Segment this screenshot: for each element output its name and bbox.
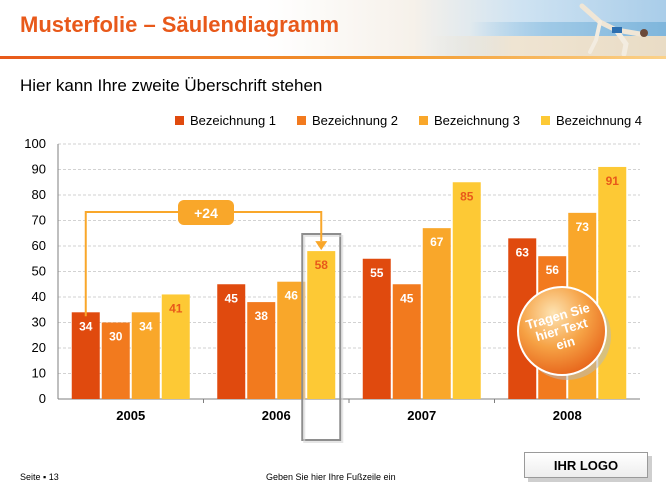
- data-label: 45: [225, 291, 239, 305]
- bar-2007-series-1: [362, 258, 391, 399]
- y-tick-label: 90: [32, 162, 46, 177]
- x-tick-label: 2008: [553, 408, 582, 423]
- page-title: Musterfolie – Säulendiagramm: [20, 12, 340, 37]
- legend-swatch-2: [297, 115, 306, 125]
- data-label: 38: [255, 309, 269, 323]
- delta-badge: [178, 200, 234, 225]
- y-tick-label: 60: [32, 238, 46, 253]
- text-bubble: [517, 286, 607, 376]
- bar-2005-series-2: [101, 322, 130, 399]
- bar-2005-series-1: [71, 312, 100, 399]
- x-tick-label: 2006: [262, 408, 291, 423]
- data-label: 45: [400, 291, 414, 305]
- data-label: 85: [460, 189, 474, 203]
- y-tick-label: 100: [24, 136, 46, 151]
- logo-placeholder: IHR LOGO: [524, 452, 648, 478]
- yoga-figure-image: [579, 3, 648, 56]
- data-label: 30: [109, 330, 123, 344]
- page-subtitle: Hier kann Ihre zweite Überschrift stehen: [20, 76, 323, 95]
- legend-label-3: Bezeichnung 3: [434, 112, 521, 128]
- data-label: 34: [79, 319, 93, 333]
- legend-swatch-3: [419, 115, 428, 125]
- bar-2006-series-1: [217, 284, 246, 399]
- y-tick-label: 80: [32, 187, 46, 202]
- bar-2007-series-2: [392, 284, 421, 399]
- legend-label-4: Bezeichnung 4: [556, 112, 643, 128]
- x-tick-label: 2007: [407, 408, 436, 423]
- bar-2005-series-3: [131, 312, 160, 399]
- bar-2006-series-2: [247, 302, 276, 399]
- legend-item-series-3: Bezeichnung 3: [419, 112, 520, 128]
- legend-swatch-4: [541, 115, 550, 125]
- y-tick-label: 50: [32, 264, 46, 279]
- y-tick-label: 40: [32, 289, 46, 304]
- footer-text: Geben Sie hier Ihre Fußzeile ein: [266, 472, 396, 482]
- bar-2005-series-4: [161, 294, 190, 399]
- data-label: 41: [169, 301, 183, 315]
- data-label: 46: [285, 289, 299, 303]
- data-label: 56: [546, 263, 560, 277]
- data-label: 73: [576, 220, 590, 234]
- banner-sand: [430, 36, 666, 56]
- data-label: 67: [430, 235, 444, 249]
- legend-item-series-2: Bezeichnung 2: [297, 112, 398, 128]
- delta-badge-label: +24: [194, 205, 218, 221]
- highlight-frame-shadow: [303, 235, 344, 443]
- data-label: 55: [370, 266, 384, 280]
- legend-item-series-1: Bezeichnung 1: [175, 112, 276, 128]
- data-label: 34: [139, 319, 153, 333]
- x-tick-label: 2005: [116, 408, 145, 423]
- legend-swatch-1: [175, 115, 184, 125]
- bubble-text-line: ein: [554, 333, 576, 353]
- y-tick-label: 10: [32, 366, 46, 381]
- header-banner: Musterfolie – Säulendiagramm: [0, 0, 666, 56]
- bar-2007-series-3: [422, 228, 451, 399]
- legend-label-2: Bezeichnung 2: [312, 112, 399, 128]
- data-label: 58: [315, 258, 329, 272]
- legend-label-1: Bezeichnung 1: [190, 112, 277, 128]
- y-tick-label: 30: [32, 315, 46, 330]
- bar-2006-series-4: [307, 251, 336, 399]
- y-tick-label: 20: [32, 340, 46, 355]
- legend-item-series-4: Bezeichnung 4: [541, 112, 642, 128]
- bar-2006-series-3: [277, 281, 306, 399]
- delta-arrowhead: [315, 241, 328, 251]
- y-tick-label: 0: [39, 391, 46, 406]
- bar-2008-series-4: [598, 166, 627, 399]
- data-label: 63: [516, 245, 530, 259]
- bar-2007-series-4: [452, 182, 481, 399]
- header-rule: [0, 56, 666, 59]
- data-label: 91: [606, 174, 620, 188]
- footer-page-number: Seite ▪ 13: [20, 472, 59, 482]
- y-tick-label: 70: [32, 213, 46, 228]
